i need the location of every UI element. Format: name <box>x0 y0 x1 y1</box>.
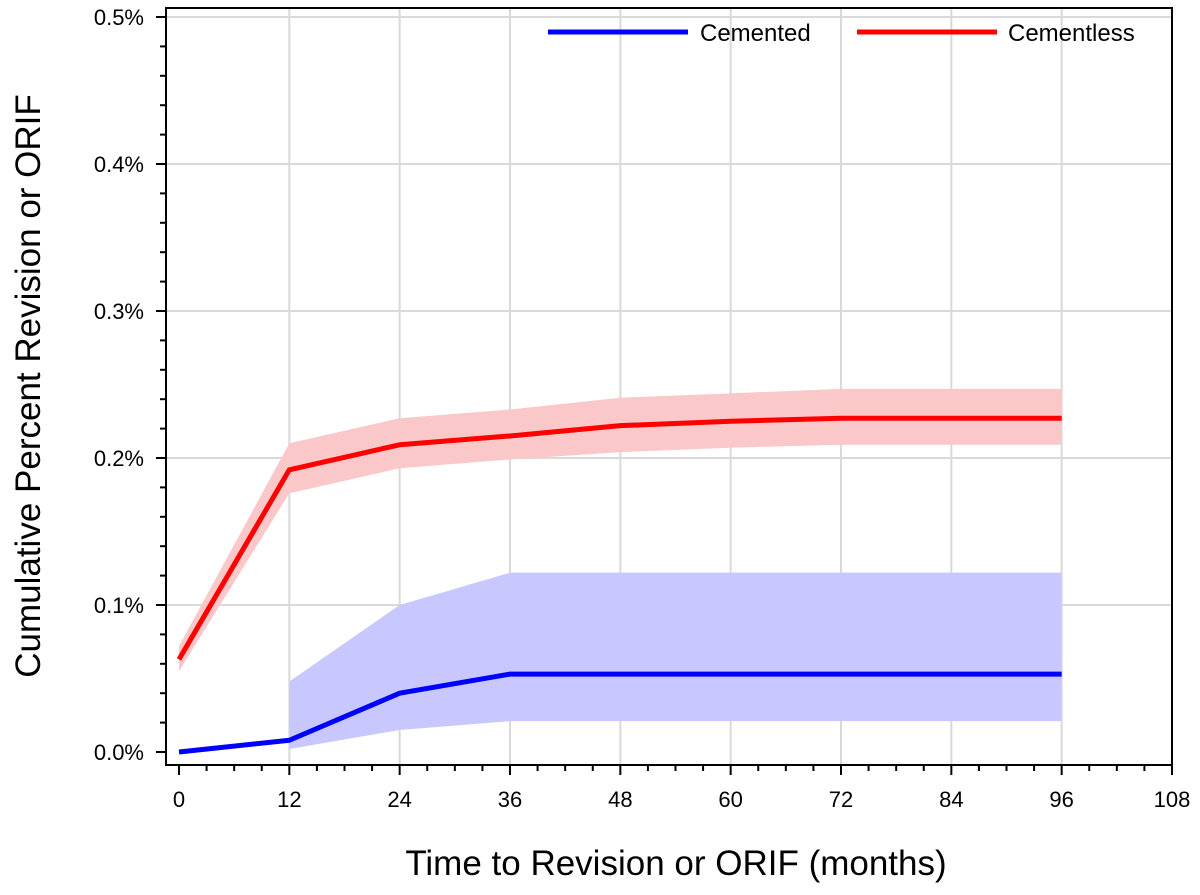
x-tick-label: 72 <box>829 787 853 812</box>
x-tick-label: 60 <box>718 787 742 812</box>
axis-ticks <box>156 16 1173 775</box>
x-tick-label: 96 <box>1049 787 1073 812</box>
plot-frame <box>165 7 1173 766</box>
legend: Cemented Cementless <box>548 20 1135 47</box>
series-line-cementless <box>176 415 1062 661</box>
y-tick-label: 0.3% <box>94 299 144 324</box>
y-tick-label: 0.0% <box>94 740 144 765</box>
ci-band-cementless <box>179 388 1062 672</box>
y-tick-label: 0.4% <box>94 152 144 177</box>
legend-label-cemented: Cemented <box>700 20 811 47</box>
x-tick-label: 24 <box>387 787 411 812</box>
grid <box>166 8 1172 765</box>
x-tick-label: 84 <box>939 787 963 812</box>
y-tick-label: 0.2% <box>94 446 144 471</box>
y-axis-title: Cumulative Percent Revision or ORIF <box>9 94 48 678</box>
tick-labels: 0 12 24 36 48 60 72 84 96 108 0.0% 0.1% 0.2% 0.3% 0.4%… <box>94 5 1191 812</box>
x-axis-title: Time to Revision or ORIF (months) <box>405 844 946 883</box>
series-line-cemented <box>178 671 1062 755</box>
x-tick-label: 108 <box>1154 787 1191 812</box>
y-tick-label: 0.5% <box>94 5 144 30</box>
x-tick-label: 36 <box>498 787 522 812</box>
x-tick-label: 0 <box>173 787 185 812</box>
x-tick-label: 12 <box>277 787 301 812</box>
confidence-bands <box>179 388 1062 750</box>
series-lines <box>176 415 1062 755</box>
x-tick-label: 48 <box>608 787 632 812</box>
legend-label-cementless: Cementless <box>1008 20 1135 47</box>
y-tick-label: 0.1% <box>94 593 144 618</box>
ci-band-cemented <box>289 572 1062 750</box>
